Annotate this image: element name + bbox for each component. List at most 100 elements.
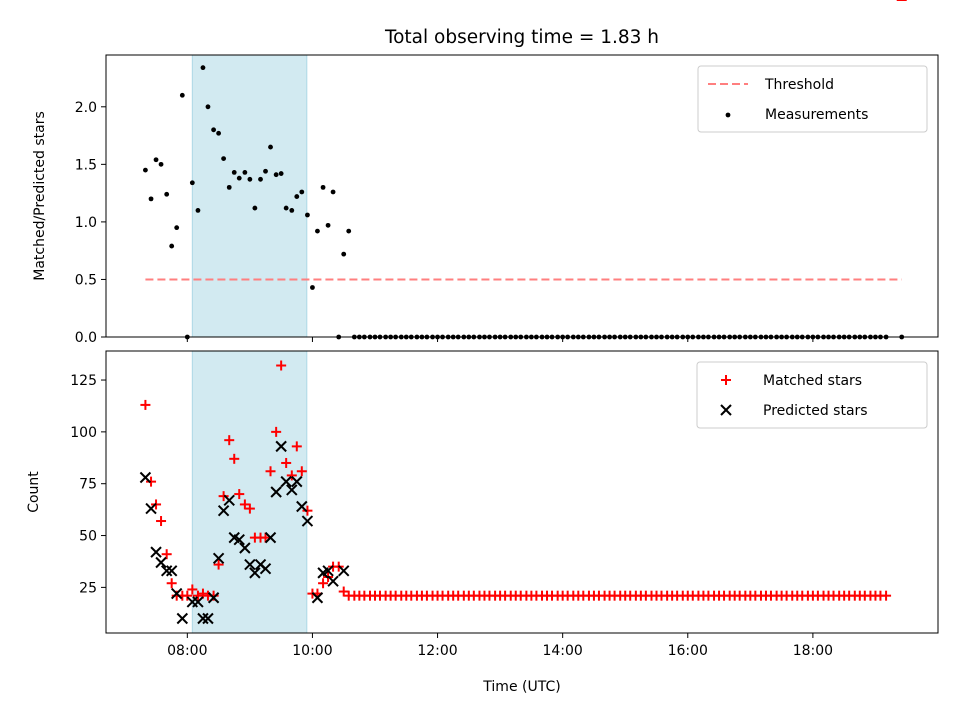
- matched-point: [881, 590, 892, 601]
- measurement-point: [330, 189, 336, 195]
- cross-b: [249, 567, 261, 579]
- predicted-point: [275, 440, 287, 453]
- legend-matched-swatch: [721, 375, 731, 385]
- predicted-point: [280, 475, 292, 488]
- predicted-point: [145, 502, 157, 515]
- ratio-panel: 0.0 0.5 1.0 1.5 2.0 Total observing time = 1…: [32, 27, 939, 346]
- cross-b: [223, 494, 235, 507]
- measurement-point: [283, 205, 289, 211]
- matched-point: [271, 426, 282, 437]
- cross-b: [207, 592, 220, 604]
- cross-b: [228, 531, 240, 544]
- measurement-point: [205, 104, 211, 110]
- predicted-point: [155, 556, 167, 569]
- y-tick-label: 125: [70, 373, 97, 389]
- x-tick-label: 18:00: [793, 643, 833, 659]
- matched-point: [213, 559, 224, 570]
- legend: Threshold Measurements: [697, 65, 928, 133]
- measurement-point: [179, 92, 185, 98]
- predicted-point: [239, 542, 251, 554]
- cross-b: [301, 515, 314, 527]
- matched-point: [234, 489, 245, 500]
- cross-b: [150, 546, 162, 558]
- y-tick-label: 75: [79, 477, 97, 493]
- cross-b: [311, 592, 324, 604]
- highlight-band: [191, 54, 308, 338]
- measurement-point: [174, 225, 180, 231]
- predicted-point: [264, 531, 277, 544]
- count-panel: 25 50 75 100 125 08:00 10:00 12:00 14:00 16:00 18…: [26, 0, 939, 695]
- predicted-point: [301, 515, 314, 527]
- measurement-point: [164, 191, 170, 197]
- plus-marker: [721, 375, 731, 385]
- matched-point: [182, 590, 193, 601]
- predicted-point: [233, 533, 245, 546]
- cross-b: [338, 565, 350, 577]
- matched-point: [296, 466, 307, 477]
- legend: Matched stars Predicted stars: [696, 361, 928, 429]
- legend-box: [696, 361, 928, 429]
- matched-point: [239, 499, 250, 510]
- predicted-point: [150, 546, 162, 558]
- x-axis-label: Time (UTC): [482, 679, 560, 695]
- predicted-point: [259, 563, 272, 575]
- legend-measurement-swatch: [725, 112, 731, 118]
- predicted-point: [212, 552, 225, 565]
- y-axis-label: Count: [26, 471, 42, 513]
- matched-point: [140, 399, 151, 410]
- cross-b: [296, 500, 308, 513]
- y-tick-label: 25: [79, 580, 97, 596]
- measurement-point: [153, 157, 159, 163]
- measurement-point: [346, 228, 352, 234]
- predicted-point: [296, 500, 308, 513]
- matched-point: [338, 586, 349, 597]
- predicted-point: [291, 475, 303, 488]
- x-tick-label: 08:00: [167, 643, 207, 659]
- cross-b: [212, 552, 225, 565]
- cross-b: [270, 486, 282, 498]
- cross-b: [165, 565, 178, 577]
- y-tick-label: 100: [70, 425, 97, 441]
- measurement-point: [268, 144, 273, 150]
- matched-points: [140, 0, 907, 601]
- cross-b: [264, 531, 277, 544]
- measurement-point: [158, 161, 164, 167]
- matched-point: [166, 578, 177, 589]
- predicted-point: [327, 575, 339, 587]
- x-tick-label: 12:00: [417, 643, 457, 659]
- matched-point: [161, 549, 172, 560]
- cross-b: [170, 587, 183, 600]
- matched-point: [224, 435, 235, 446]
- cross-b: [239, 542, 251, 554]
- predicted-point: [286, 484, 298, 496]
- cross-b: [155, 556, 167, 569]
- x-tick-label: 10:00: [292, 643, 332, 659]
- cross-b: [720, 404, 732, 416]
- predicted-point: [207, 592, 220, 604]
- measurement-point: [189, 180, 195, 186]
- measurement-point: [231, 170, 237, 175]
- measurement-point: [226, 184, 232, 190]
- measurement-point: [258, 176, 263, 182]
- measurement-point: [148, 196, 154, 202]
- y-axis-label: Matched/Predicted stars: [32, 111, 48, 281]
- measurement-point: [143, 167, 148, 173]
- x-tick-label: 14:00: [542, 643, 582, 659]
- matched-point: [244, 503, 255, 514]
- predicted-point: [322, 565, 334, 577]
- matched-point: [156, 516, 167, 527]
- predicted-point: [249, 567, 261, 579]
- measurement-point: [169, 243, 175, 249]
- cross-b: [327, 575, 339, 587]
- y-tick-label: 1.0: [75, 215, 97, 231]
- measurement-point: [289, 207, 295, 213]
- matched-point: [187, 584, 198, 595]
- measurement-point: [273, 172, 279, 178]
- cross-b: [160, 565, 173, 577]
- predicted-point: [160, 565, 173, 577]
- matched-point: [260, 532, 271, 543]
- measurement-point: [305, 212, 310, 218]
- highlight-band: [191, 350, 308, 634]
- predicted-point: [192, 596, 204, 608]
